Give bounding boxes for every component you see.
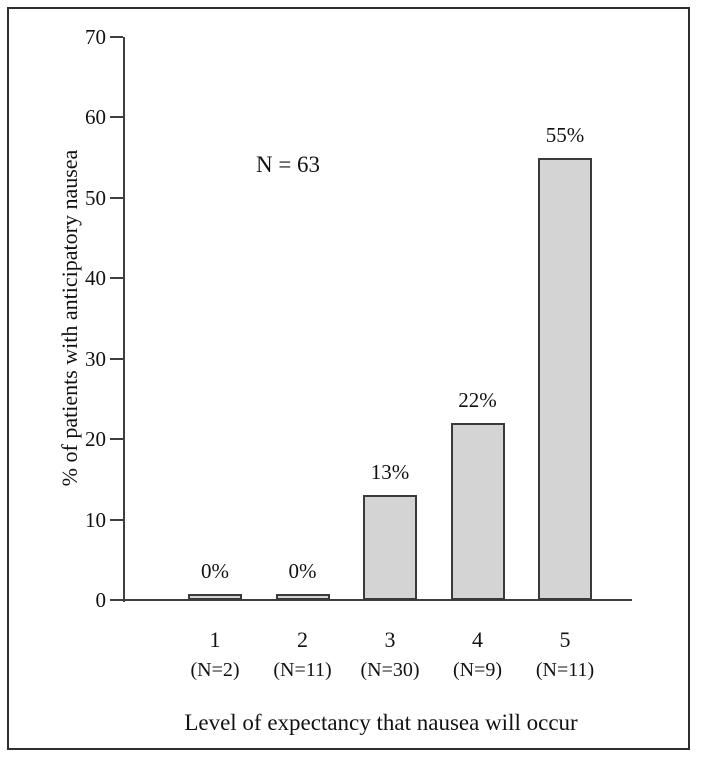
x-category-sublabel: (N=30) bbox=[360, 659, 420, 681]
y-axis-tick-label: 40 bbox=[85, 266, 106, 290]
x-category-label: 3 bbox=[384, 627, 396, 652]
y-axis-line bbox=[123, 37, 125, 602]
y-axis-tick bbox=[110, 599, 123, 601]
x-category-sublabel: (N=11) bbox=[273, 659, 332, 681]
y-axis-tick bbox=[110, 358, 123, 360]
x-category-sublabel: (N=11) bbox=[535, 659, 595, 681]
y-axis-tick bbox=[110, 197, 123, 199]
y-axis-tick-label: 70 bbox=[85, 25, 106, 49]
x-category-sublabel: (N=2) bbox=[190, 659, 240, 681]
y-axis-tick bbox=[110, 116, 123, 118]
x-axis-line bbox=[123, 599, 632, 601]
x-axis-title: Level of expectancy that nausea will occ… bbox=[184, 710, 578, 735]
bar bbox=[275, 594, 330, 600]
x-category-label: 1 bbox=[209, 627, 221, 652]
x-category-label: 4 bbox=[472, 627, 483, 652]
x-category-sublabel: (N=9) bbox=[452, 659, 503, 681]
y-axis-tick bbox=[110, 519, 123, 521]
bar bbox=[538, 158, 592, 600]
y-axis-tick-label: 60 bbox=[85, 105, 106, 129]
bar-value-label: 0% bbox=[288, 559, 317, 583]
x-category-label: 5 bbox=[559, 627, 571, 652]
bar bbox=[450, 423, 505, 600]
bar-value-label: 13% bbox=[370, 460, 410, 484]
bar bbox=[363, 495, 417, 600]
bar-value-label: 22% bbox=[458, 388, 497, 412]
y-axis-tick-label: 0 bbox=[95, 588, 107, 612]
bar bbox=[188, 594, 242, 600]
sample-size-annotation: N = 63 bbox=[255, 152, 321, 177]
y-axis-tick-label: 20 bbox=[85, 427, 106, 451]
x-category-label: 2 bbox=[297, 627, 308, 652]
bar-value-label: 0% bbox=[201, 559, 229, 583]
y-axis-tick bbox=[110, 36, 123, 38]
y-axis-tick bbox=[110, 438, 123, 440]
y-axis-tick-label: 10 bbox=[85, 508, 106, 532]
bar-value-label: 55% bbox=[545, 123, 585, 147]
y-axis-tick-label: 50 bbox=[85, 186, 106, 210]
y-axis-tick bbox=[110, 277, 123, 279]
y-axis-tick-label: 30 bbox=[85, 347, 106, 371]
